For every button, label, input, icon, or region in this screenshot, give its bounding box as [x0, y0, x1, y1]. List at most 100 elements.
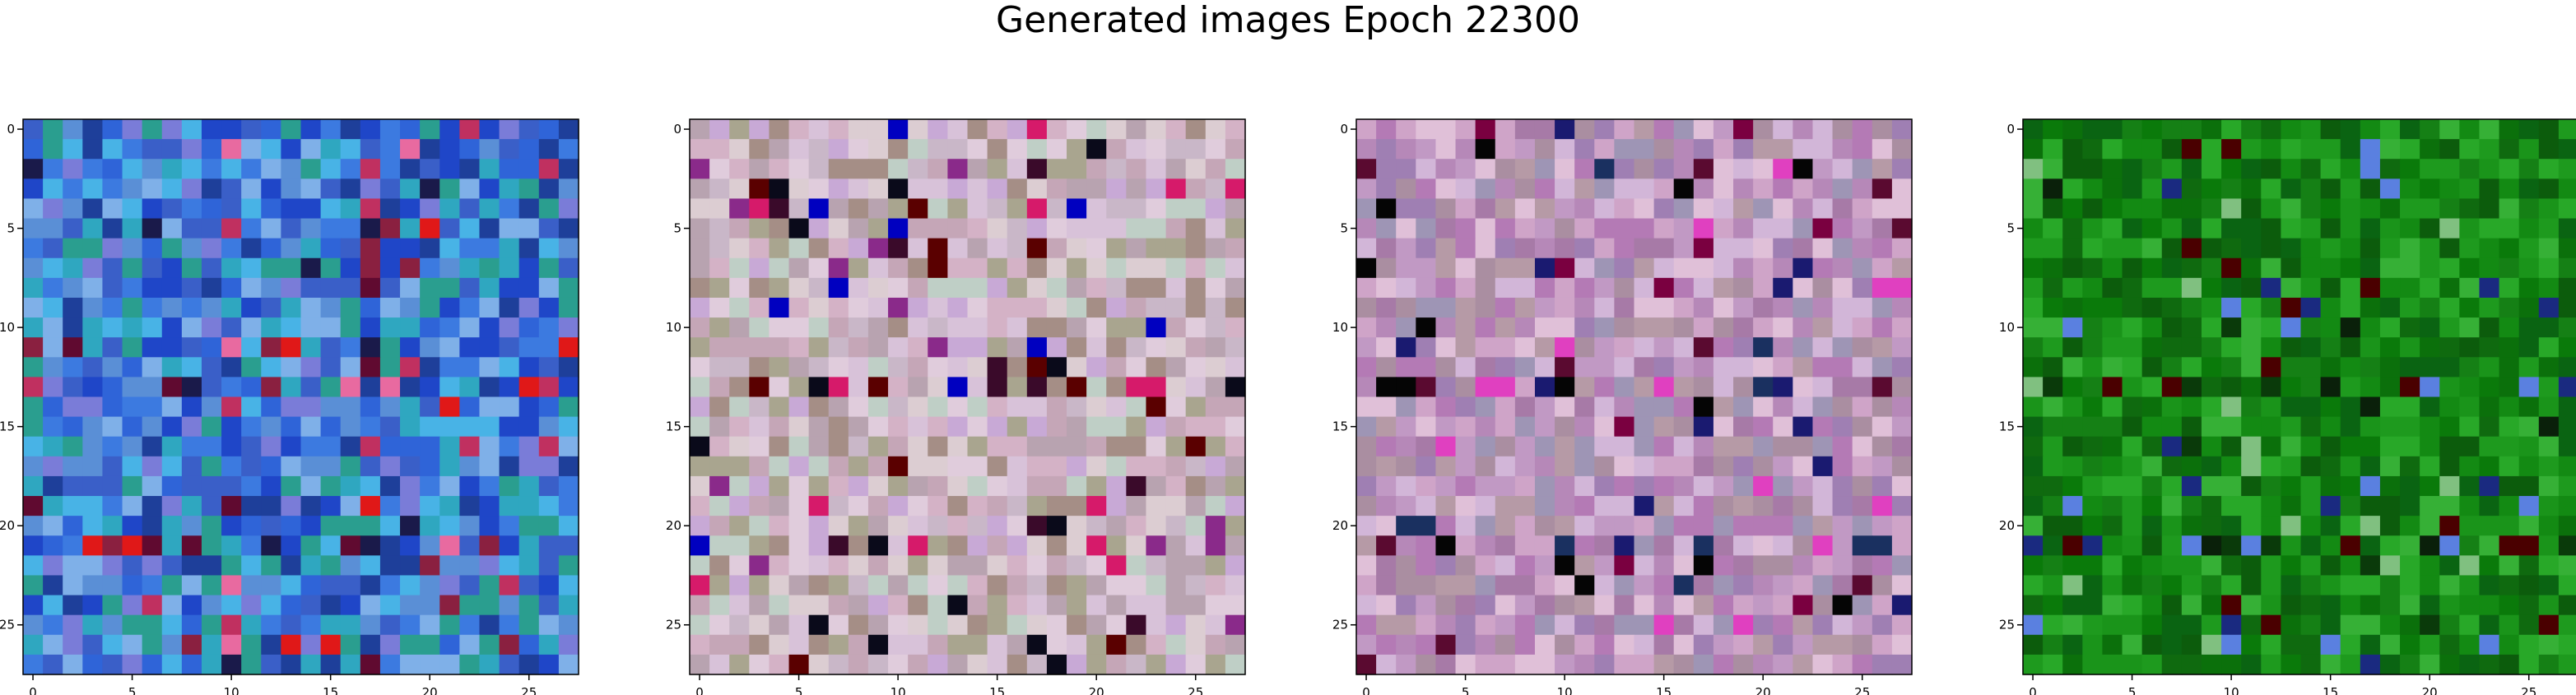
- pixel: [2379, 218, 2401, 239]
- pixel: [2141, 535, 2163, 556]
- pixel: [1126, 377, 1147, 398]
- pixel: [1852, 475, 1873, 497]
- pixel: [82, 595, 104, 616]
- pixel: [808, 277, 830, 299]
- pixel: [23, 238, 44, 259]
- pixel: [867, 218, 889, 239]
- pixel: [1435, 555, 1457, 577]
- pixel: [1396, 159, 1416, 179]
- pixel: [221, 516, 242, 536]
- pixel: [1495, 614, 1516, 636]
- pixel: [2320, 654, 2341, 675]
- pixel: [1653, 654, 1675, 675]
- pixel: [2102, 337, 2123, 358]
- pixel: [2023, 416, 2044, 438]
- pixel: [221, 416, 242, 438]
- pixel: [2043, 238, 2063, 259]
- pixel: [2122, 377, 2143, 398]
- pixel: [2379, 238, 2401, 259]
- pixel: [459, 178, 481, 200]
- pixel: [1733, 396, 1754, 418]
- pixel: [459, 555, 481, 577]
- pixel: [1812, 634, 1834, 656]
- pixel: [1046, 139, 1067, 160]
- pixel: [2439, 475, 2460, 497]
- pixel: [2439, 535, 2460, 556]
- pixel: [1356, 159, 1377, 179]
- pixel: [1614, 357, 1635, 378]
- pixel: [1594, 654, 1615, 675]
- pixel: [102, 634, 123, 656]
- pixel: [1673, 396, 1695, 418]
- pixel: [788, 139, 810, 160]
- pixel: [947, 614, 969, 636]
- pixel: [439, 139, 460, 160]
- pixel: [2161, 357, 2183, 378]
- pixel: [201, 198, 222, 220]
- pixel: [2181, 178, 2202, 200]
- pixel: [161, 337, 183, 358]
- pixel: [558, 159, 579, 179]
- pixel: [2479, 357, 2500, 378]
- pixel: [499, 436, 520, 457]
- pixel: [1026, 535, 1048, 556]
- pixel: [2062, 337, 2083, 358]
- pixel: [320, 277, 342, 299]
- pixel: [1555, 139, 1575, 160]
- pixel: [2320, 555, 2341, 577]
- pixel: [1225, 555, 1246, 577]
- pixel: [1126, 218, 1147, 239]
- pixel: [2400, 634, 2420, 656]
- pixel: [828, 575, 849, 596]
- pixel: [1852, 575, 1873, 596]
- pixel: [2122, 535, 2143, 556]
- pixel: [1086, 218, 1107, 239]
- pixel: [479, 436, 500, 457]
- pixel: [1455, 277, 1476, 299]
- pixel: [947, 337, 969, 358]
- pixel: [558, 238, 579, 259]
- pixel: [161, 377, 183, 398]
- pixel: [1356, 555, 1377, 577]
- pixel: [2181, 634, 2202, 656]
- pixel: [709, 377, 730, 398]
- pixel: [1106, 654, 1127, 675]
- pixel: [1812, 377, 1834, 398]
- pixel: [1086, 159, 1107, 179]
- y-tick-label: 5: [7, 221, 15, 236]
- pixel: [1225, 614, 1246, 636]
- pixel: [1396, 436, 1416, 457]
- pixel: [63, 555, 83, 577]
- pixel: [400, 456, 421, 477]
- pixel: [908, 475, 928, 497]
- pixel: [1634, 555, 1655, 577]
- pixel: [181, 535, 202, 556]
- pixel: [690, 436, 710, 457]
- pixel: [379, 257, 401, 279]
- pixel: [709, 297, 730, 318]
- pixel: [538, 119, 560, 140]
- pixel: [1416, 218, 1437, 239]
- pixel: [221, 198, 242, 220]
- pixel: [1733, 317, 1754, 338]
- pixel: [1185, 595, 1207, 616]
- pixel: [1376, 218, 1397, 239]
- pixel: [142, 317, 163, 338]
- pixel: [1653, 257, 1675, 279]
- pixel: [2400, 277, 2420, 299]
- pixel: [2181, 159, 2202, 179]
- pixel: [201, 614, 222, 636]
- pixel: [1396, 198, 1416, 220]
- pixel: [1832, 277, 1853, 299]
- pixel: [23, 396, 44, 418]
- pixel: [2241, 416, 2262, 438]
- pixel: [2062, 456, 2083, 477]
- pixel: [1574, 119, 1595, 140]
- pixel: [2082, 654, 2104, 675]
- pixel: [1773, 377, 1793, 398]
- pixel: [122, 496, 143, 517]
- pixel: [2518, 297, 2540, 318]
- pixel: [888, 575, 909, 596]
- pixel: [2360, 218, 2381, 239]
